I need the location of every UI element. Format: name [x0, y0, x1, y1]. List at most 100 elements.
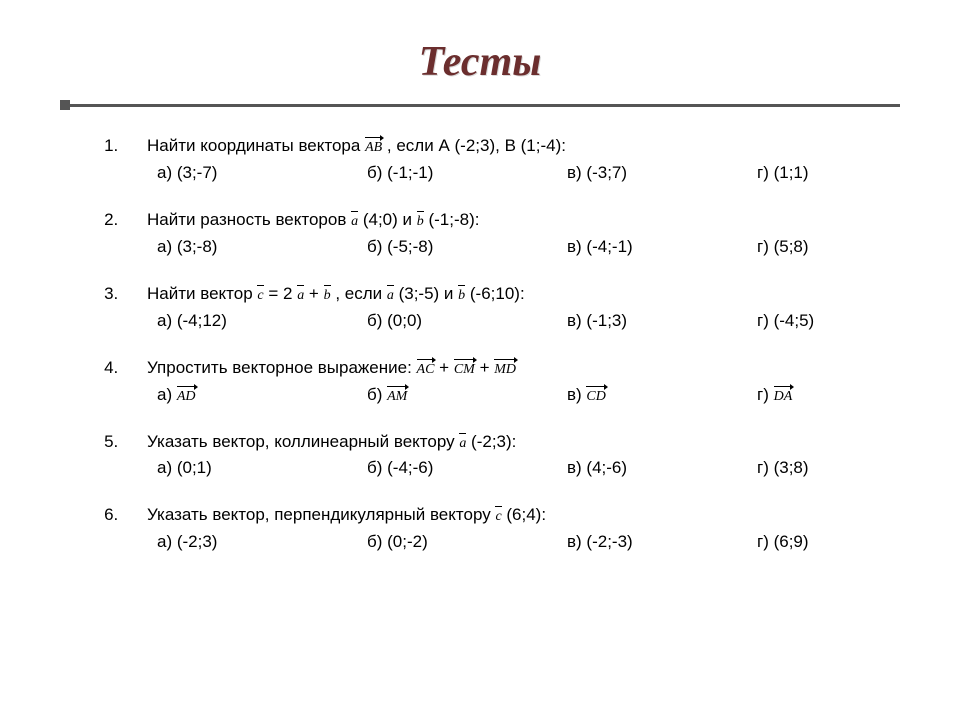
vector-a3: a [387, 285, 394, 306]
q5-pre: Указать вектор, коллинеарный вектору [147, 432, 459, 451]
q5-opt-v: в) (4;-6) [567, 457, 757, 480]
q2-opt-v: в) (-4;-1) [567, 236, 757, 259]
q6-pre: Указать вектор, перпендикулярный вектору [147, 505, 495, 524]
vector-c6: c [495, 506, 501, 527]
vector-AB-label: AB [365, 140, 382, 155]
title-underline-wrap [0, 104, 960, 107]
q2-mid2: (-1;-8): [428, 210, 479, 229]
vector-CM-label: CM [454, 362, 475, 377]
q4-text: Упростить векторное выражение: [147, 358, 417, 377]
q4-plus2: + [480, 358, 490, 377]
vector-AM-label: AM [387, 389, 407, 404]
q2-opt-a: а) (3;-8) [157, 236, 367, 259]
q3-post: (-6;10): [470, 284, 525, 303]
vector-a-label: a [351, 214, 358, 229]
q5-opt-b: б) (-4;-6) [367, 457, 567, 480]
vector-b3-label: b [458, 288, 465, 303]
vector-DA-label: DA [774, 389, 793, 404]
q1-opt-a: а) (3;-7) [157, 162, 367, 185]
q4-opt-b: б) AM [367, 384, 567, 407]
q2-mid1: (4;0) и [363, 210, 417, 229]
q3-opt-a: а) (-4;12) [157, 310, 367, 333]
question-6: Указать вектор, перпендикулярный вектору… [123, 504, 900, 554]
vector-CM: CM [454, 359, 475, 380]
q3-eq: = 2 [268, 284, 297, 303]
q2-options: а) (3;-8) б) (-5;-8) в) (-4;-1) г) (5;8) [147, 236, 900, 259]
vector-CD: CD [586, 386, 605, 407]
q6-opt-a: а) (-2;3) [157, 531, 367, 554]
vector-b2-label: b [324, 288, 331, 303]
q4-v-label: в) [567, 385, 586, 404]
vector-MD-label: MD [494, 362, 516, 377]
vector-AC-label: AC [417, 362, 435, 377]
q3-stem: Найти вектор c = 2 a + b , если a (3;-5)… [147, 283, 900, 306]
q1-options: а) (3;-7) б) (-1;-1) в) (-3;7) г) (1;1) [147, 162, 900, 185]
q5-options: а) (0;1) б) (-4;-6) в) (4;-6) г) (3;8) [147, 457, 900, 480]
vector-c: c [257, 285, 263, 306]
vector-AM: AM [387, 386, 407, 407]
q2-stem: Найти разность векторов a (4;0) и b (-1;… [147, 209, 900, 232]
q5-stem: Указать вектор, коллинеарный вектору a (… [147, 431, 900, 454]
q3-options: а) (-4;12) б) (0;0) в) (-1;3) г) (-4;5) [147, 310, 900, 333]
q4-a-label: а) [157, 385, 177, 404]
q2-opt-b: б) (-5;-8) [367, 236, 567, 259]
vector-b-label: b [417, 214, 424, 229]
vector-a5: a [459, 433, 466, 454]
question-4: Упростить векторное выражение: AC + CM +… [123, 357, 900, 407]
q2-text-pre: Найти разность векторов [147, 210, 351, 229]
q2-opt-g: г) (5;8) [757, 236, 809, 259]
q5-opt-a: а) (0;1) [157, 457, 367, 480]
q3-opt-g: г) (-4;5) [757, 310, 814, 333]
question-list: Найти координаты вектора AB , если А (-2… [95, 135, 900, 554]
q1-opt-b: б) (-1;-1) [367, 162, 567, 185]
q4-opt-g: г) DA [757, 384, 792, 407]
q3-opt-v: в) (-1;3) [567, 310, 757, 333]
q4-plus1: + [439, 358, 449, 377]
vector-a2-label: a [297, 288, 304, 303]
vector-MD: MD [494, 359, 516, 380]
vector-c6-label: c [495, 509, 501, 524]
q1-opt-v: в) (-3;7) [567, 162, 757, 185]
content-area: Найти координаты вектора AB , если А (-2… [0, 107, 960, 554]
vector-a3-label: a [387, 288, 394, 303]
vector-AC: AC [417, 359, 435, 380]
q1-text-pre: Найти координаты вектора [147, 136, 365, 155]
page-title: Тесты [0, 0, 960, 104]
vector-b: b [417, 211, 424, 232]
q3-pre: Найти вектор [147, 284, 257, 303]
q4-opt-a: а) AD [157, 384, 367, 407]
q3-plus: + [309, 284, 324, 303]
q6-tail: (6;4): [506, 505, 546, 524]
vector-AB: AB [365, 137, 382, 158]
q6-stem: Указать вектор, перпендикулярный вектору… [147, 504, 900, 527]
vector-a5-label: a [459, 436, 466, 451]
vector-DA: DA [774, 386, 793, 407]
q6-options: а) (-2;3) б) (0;-2) в) (-2;-3) г) (6;9) [147, 531, 900, 554]
vector-b3: b [458, 285, 465, 306]
question-1: Найти координаты вектора AB , если А (-2… [123, 135, 900, 185]
vector-c-label: c [257, 288, 263, 303]
q5-tail: (-2;3): [471, 432, 516, 451]
q3-opt-b: б) (0;0) [367, 310, 567, 333]
q4-options: а) AD б) AM в) CD г) DA [147, 384, 900, 407]
q1-opt-g: г) (1;1) [757, 162, 809, 185]
question-3: Найти вектор c = 2 a + b , если a (3;-5)… [123, 283, 900, 333]
q4-opt-v: в) CD [567, 384, 757, 407]
q6-opt-g: г) (6;9) [757, 531, 809, 554]
q3-if: , если [335, 284, 387, 303]
q3-mid: (3;-5) и [399, 284, 459, 303]
vector-AD-label: AD [177, 389, 196, 404]
vector-a: a [351, 211, 358, 232]
question-5: Указать вектор, коллинеарный вектору a (… [123, 431, 900, 481]
q6-opt-b: б) (0;-2) [367, 531, 567, 554]
q5-opt-g: г) (3;8) [757, 457, 809, 480]
q4-b-label: б) [367, 385, 387, 404]
q6-opt-v: в) (-2;-3) [567, 531, 757, 554]
title-underline [60, 104, 900, 107]
vector-b2: b [324, 285, 331, 306]
question-2: Найти разность векторов a (4;0) и b (-1;… [123, 209, 900, 259]
vector-AD: AD [177, 386, 196, 407]
q1-text-post: , если А (-2;3), В (1;-4): [387, 136, 566, 155]
q4-g-label: г) [757, 385, 774, 404]
vector-CD-label: CD [586, 389, 605, 404]
